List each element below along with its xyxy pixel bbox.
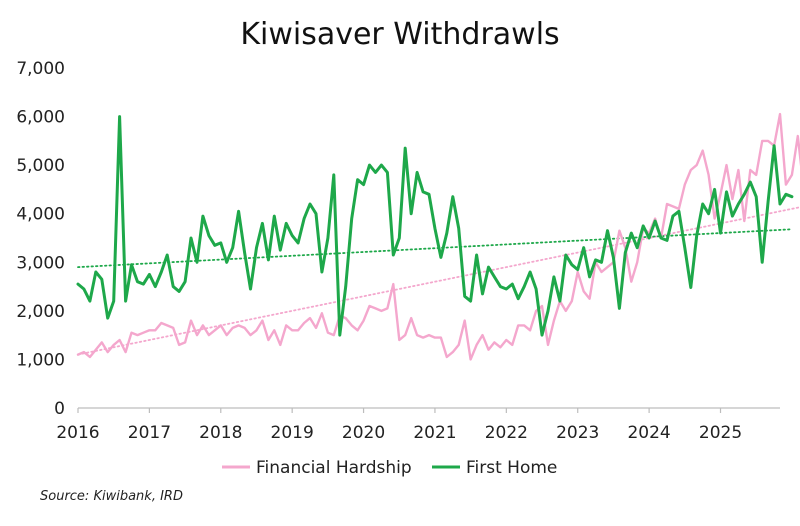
y-tick-label: 0 (54, 399, 65, 419)
y-axis-ticks: 0 1,000 2,000 3,000 4,000 5,000 6,000 7,000 (16, 59, 65, 419)
x-tick-label: 2022 (485, 423, 528, 443)
series-lines (76, 112, 800, 361)
legend-label: Financial Hardship (256, 458, 412, 478)
y-tick-label: 6,000 (16, 108, 65, 128)
x-tick-label: 2025 (699, 423, 742, 443)
y-tick-label: 5,000 (16, 156, 65, 176)
legend-label: First Home (466, 458, 557, 478)
x-tick-label: 2017 (128, 423, 171, 443)
series-line-first-home (76, 115, 794, 337)
y-tick-label: 2,000 (16, 302, 65, 322)
y-tick-label: 3,000 (16, 253, 65, 273)
series-line-financial-hardship (76, 112, 800, 361)
y-tick-label: 1,000 (16, 350, 65, 370)
x-axis: 2016 2017 2018 2019 2020 2021 2022 2023 2024 2025 (56, 407, 780, 443)
x-tick-label: 2020 (342, 423, 385, 443)
y-tick-label: 4,000 (16, 205, 65, 225)
x-tick-label: 2021 (413, 423, 456, 443)
x-tick-label: 2024 (627, 423, 670, 443)
x-tick-label: 2019 (271, 423, 314, 443)
x-tick-label: 2018 (199, 423, 242, 443)
x-tick-label: 2023 (556, 423, 599, 443)
x-tick-label: 2016 (56, 423, 99, 443)
chart-title: Kiwisaver Withdrawls (240, 17, 559, 52)
source-note: Source: Kiwibank, IRD (40, 489, 183, 504)
y-tick-label: 7,000 (16, 59, 65, 79)
legend: Financial Hardship First Home (222, 458, 557, 478)
